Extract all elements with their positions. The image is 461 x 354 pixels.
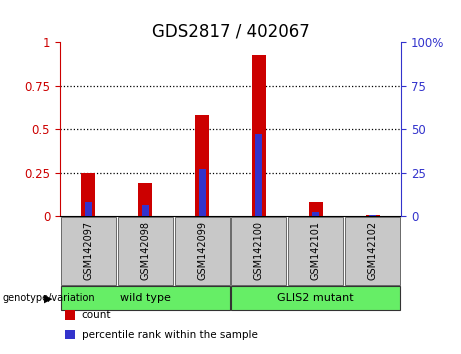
Bar <box>142 205 149 216</box>
Bar <box>252 55 266 216</box>
Text: GSM142097: GSM142097 <box>83 221 94 280</box>
Bar <box>81 172 95 216</box>
Text: GSM142099: GSM142099 <box>197 221 207 280</box>
Text: ▶: ▶ <box>44 293 53 303</box>
Text: GSM142098: GSM142098 <box>140 221 150 280</box>
Bar <box>85 202 92 216</box>
Bar <box>138 183 152 216</box>
Bar <box>312 212 319 216</box>
Bar <box>255 135 262 216</box>
Text: GSM142100: GSM142100 <box>254 221 264 280</box>
Bar <box>199 169 206 216</box>
Text: wild type: wild type <box>120 293 171 303</box>
Title: GDS2817 / 402067: GDS2817 / 402067 <box>152 23 309 41</box>
Text: percentile rank within the sample: percentile rank within the sample <box>82 330 258 339</box>
Bar <box>309 202 323 216</box>
Text: GLIS2 mutant: GLIS2 mutant <box>278 293 354 303</box>
Text: GSM142102: GSM142102 <box>367 221 378 280</box>
Text: count: count <box>82 310 111 320</box>
Bar <box>195 115 209 216</box>
Text: genotype/variation: genotype/variation <box>2 293 95 303</box>
Text: GSM142101: GSM142101 <box>311 221 321 280</box>
